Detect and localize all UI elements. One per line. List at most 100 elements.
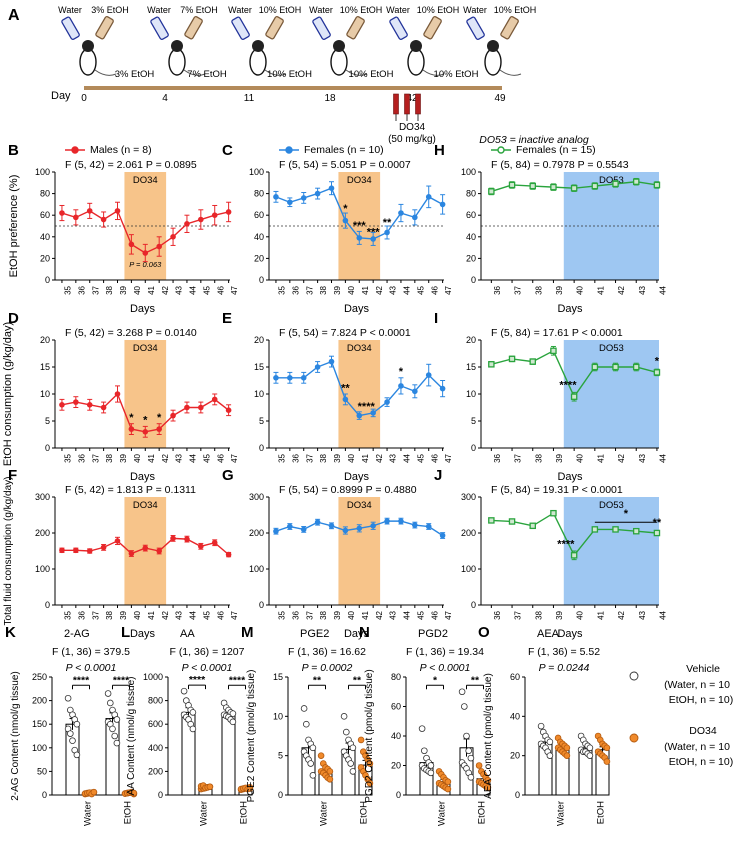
data-point xyxy=(586,744,594,752)
x-tick-label: 44 xyxy=(659,453,668,462)
data-point xyxy=(475,762,483,769)
data-point xyxy=(508,518,516,525)
data-point xyxy=(427,769,435,777)
data-point xyxy=(529,182,536,190)
y-tick-label: 60 xyxy=(510,672,520,682)
x-tick-label: 39 xyxy=(555,610,564,619)
phase-label: 7% EtOH xyxy=(187,69,227,80)
data-point xyxy=(591,182,599,190)
mouse-head-icon xyxy=(252,40,264,52)
x-tick-label: 42 xyxy=(617,453,626,462)
x-tick-label: 36 xyxy=(493,285,502,294)
annotation: * xyxy=(624,508,629,520)
x-tick-label: 46 xyxy=(430,610,439,619)
phase-label: 10% EtOH xyxy=(267,69,312,80)
data-point xyxy=(398,518,404,524)
treatment-band xyxy=(563,340,659,448)
data-point xyxy=(398,383,404,389)
data-point xyxy=(229,710,237,717)
x-tick-label: 37 xyxy=(91,285,100,294)
y-tick-label: 0 xyxy=(259,275,264,285)
x-tick-label: 42 xyxy=(375,453,384,462)
x-tick-label: Water xyxy=(198,801,209,826)
x-axis-label: Days xyxy=(344,628,370,640)
x-tick-label: 41 xyxy=(596,285,605,294)
data-point xyxy=(349,768,357,775)
data-point xyxy=(537,722,545,730)
data-point xyxy=(356,525,363,532)
data-point xyxy=(287,199,293,206)
x-tick-label: 38 xyxy=(105,285,114,294)
annotation: **** xyxy=(559,380,577,392)
y-tick-label: 10 xyxy=(40,389,50,399)
data-point xyxy=(412,388,418,395)
water-bottle-icon xyxy=(466,16,485,40)
panel-f-line-chart: F F (5, 42) = 1.813 P = 0.1311 DO34 0 100 200… xyxy=(3,467,239,640)
y-tick-label: 20 xyxy=(466,253,476,263)
y-tick-label: 5 xyxy=(278,751,283,761)
data-point xyxy=(128,426,135,432)
x-tick-label: 37 xyxy=(305,610,314,619)
data-point xyxy=(314,519,321,525)
stats-text: P < 0.0001 xyxy=(182,662,233,674)
y-tick-label: 40 xyxy=(510,711,520,721)
x-tick-label: 43 xyxy=(175,453,184,462)
x-tick-label: 36 xyxy=(77,285,86,294)
x-tick-label: 46 xyxy=(430,285,439,294)
data-point xyxy=(653,181,661,189)
day-tick: 18 xyxy=(324,93,336,104)
x-axis-label: Days xyxy=(344,471,370,483)
data-point xyxy=(300,195,307,201)
water-bottle-icon xyxy=(389,16,408,40)
y-tick-label: 20 xyxy=(510,751,520,761)
day-tick: 49 xyxy=(494,93,506,104)
treatment-label: DO34 xyxy=(133,175,158,186)
stats-text: F (1, 36) = 379.5 xyxy=(52,646,130,658)
data-point xyxy=(412,522,418,528)
data-point xyxy=(211,539,218,546)
mouse-head-icon xyxy=(171,40,183,52)
significance-stars: ** xyxy=(471,674,480,686)
data-point xyxy=(287,523,293,530)
data-point xyxy=(570,393,578,400)
x-axis-label: Days xyxy=(130,628,156,640)
mouse-with-bottles: Water 10% EtOH xyxy=(309,5,382,76)
x-tick-label: 35 xyxy=(278,610,287,619)
data-point xyxy=(59,210,65,216)
y-tick-label: 0 xyxy=(158,790,163,800)
data-point xyxy=(370,236,376,242)
data-point xyxy=(156,426,162,432)
y-tick-label: 100 xyxy=(249,167,264,177)
etoh-bottle-icon xyxy=(346,16,365,40)
panel-c-line-chart: C Females (n = 10) F (5, 54) = 5.051 P = 0… xyxy=(222,142,453,315)
data-point xyxy=(67,730,74,737)
mouse-with-bottles: Water 3% EtOH xyxy=(58,5,129,76)
panel-letter: I xyxy=(434,310,438,327)
data-point xyxy=(603,744,611,752)
panel-d-line-chart: D F (5, 42) = 3.268 P = 0.0140 DO34 0 5 10 15 2… xyxy=(2,310,239,483)
x-axis-label: Days xyxy=(557,303,583,315)
y-tick-label: 20 xyxy=(391,761,401,771)
data-point xyxy=(591,526,599,533)
y-tick-label: 15 xyxy=(466,362,476,372)
y-tick-label: 200 xyxy=(249,528,264,538)
panel-letter: J xyxy=(434,467,442,484)
panel-h-title: DO53 = inactive analog xyxy=(479,134,589,146)
syringes xyxy=(393,93,421,121)
data-point xyxy=(189,725,197,733)
legend-label: Females (n = 10) xyxy=(304,144,384,156)
data-point xyxy=(184,536,190,542)
data-point xyxy=(508,355,516,363)
x-tick-label: 39 xyxy=(119,610,128,619)
legend-label: Males (n = 8) xyxy=(90,144,152,156)
water-bottle-label: Water xyxy=(228,5,252,15)
y-tick-label: 200 xyxy=(148,766,163,776)
data-point xyxy=(444,778,452,786)
x-tick-label: Water xyxy=(555,801,566,826)
x-tick-label: 44 xyxy=(403,285,412,294)
x-tick-label: 39 xyxy=(333,453,342,462)
data-point xyxy=(412,214,418,221)
x-tick-label: 43 xyxy=(638,610,647,619)
x-tick-label: 38 xyxy=(534,453,543,462)
x-tick-label: 43 xyxy=(389,453,398,462)
